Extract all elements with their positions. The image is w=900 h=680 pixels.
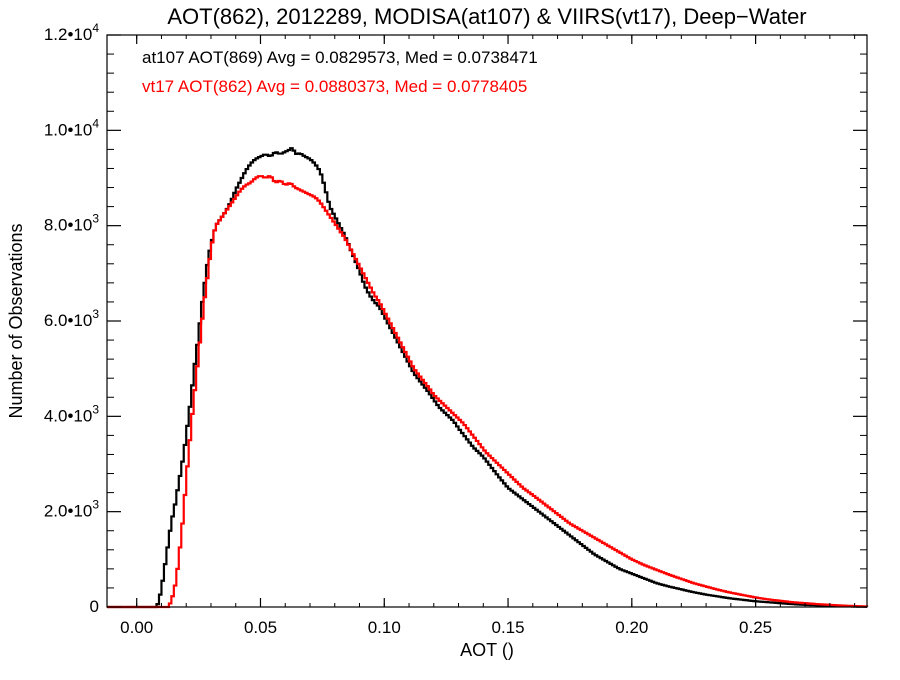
- series-layer: [107, 147, 869, 609]
- y-tick-label: 4.0•103: [44, 402, 100, 425]
- x-tick-label: 0.00: [120, 618, 153, 637]
- x-axis: 0.00 0.05 0.10 0.15 0.20 0.25: [120, 35, 856, 637]
- annotation-at107: at107 AOT(869) Avg = 0.0829573, Med = 0.…: [142, 48, 538, 67]
- y-tick-label: 0: [90, 597, 99, 616]
- chart-title: AOT(862), 2012289, MODISA(at107) & VIIRS…: [167, 4, 806, 29]
- y-tick-label: 1.2•104: [44, 21, 100, 44]
- y-axis-label: Number of Observations: [6, 223, 26, 418]
- series-line-vt17: [107, 175, 869, 609]
- y-tick-label: 8.0•103: [44, 212, 100, 235]
- x-tick-label: 0.25: [739, 618, 772, 637]
- y-tick-label: 2.0•103: [44, 498, 100, 521]
- x-tick-label: 0.20: [615, 618, 648, 637]
- y-tick-label: 1.0•104: [44, 116, 100, 139]
- annotation-vt17: vt17 AOT(862) Avg = 0.0880373, Med = 0.0…: [142, 77, 527, 96]
- series-line-at107: [107, 147, 869, 609]
- x-tick-label: 0.05: [244, 618, 277, 637]
- x-tick-label: 0.10: [368, 618, 401, 637]
- x-axis-label: AOT (): [460, 640, 514, 660]
- x-tick-label: 0.15: [491, 618, 524, 637]
- y-tick-label: 6.0•103: [44, 307, 100, 330]
- y-axis: 0 2.0•103 4.0•103 6.0•103 8.0•103 1.0•104 1.2•…: [44, 21, 867, 616]
